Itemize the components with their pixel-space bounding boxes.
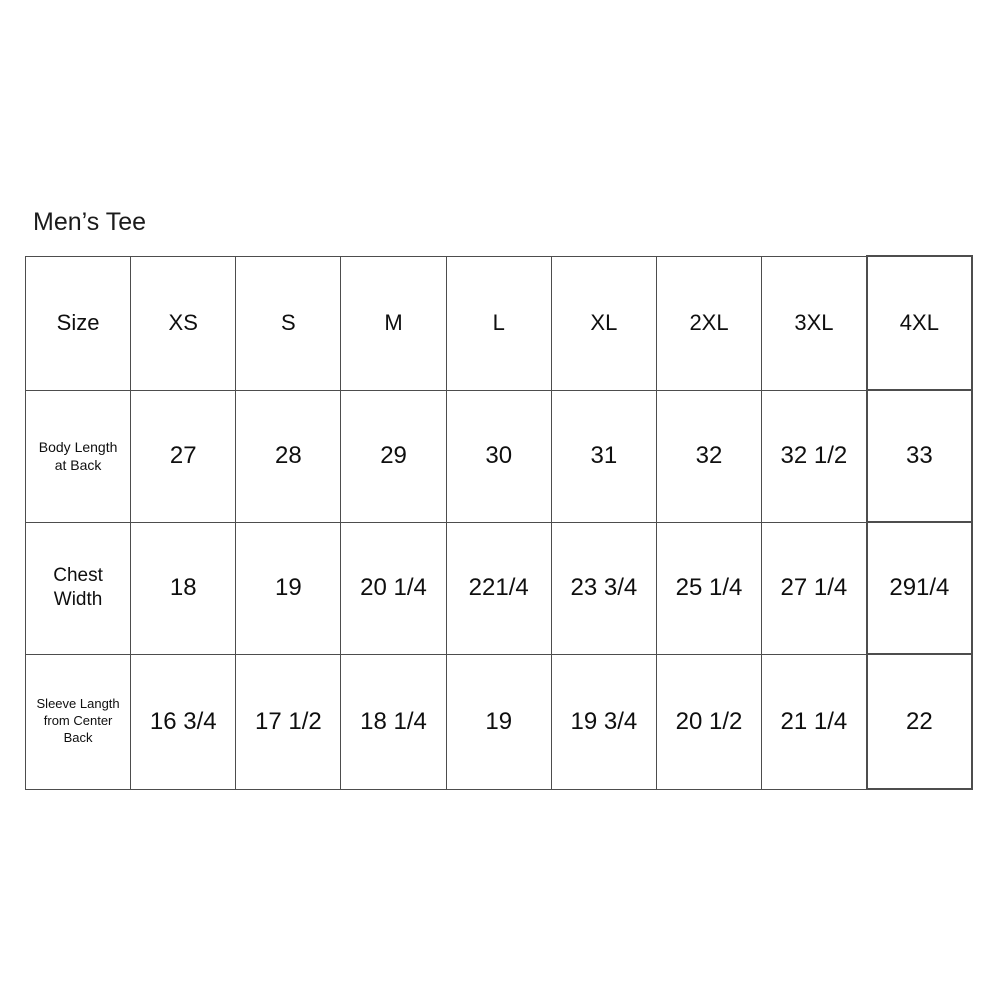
cell-body-length-m: 29 xyxy=(340,389,447,523)
cell-sleeve-length-xs: 16 3/4 xyxy=(130,653,237,790)
cell-body-length-l: 30 xyxy=(445,389,552,523)
header-cell-m: M xyxy=(340,255,447,391)
header-cell-size: Size xyxy=(24,255,132,391)
table-header-row: Size XS S M L XL 2XL 3XL 4XL xyxy=(24,255,974,391)
cell-sleeve-length-m: 18 1/4 xyxy=(340,653,447,790)
header-cell-2xl: 2XL xyxy=(655,255,763,391)
row-label-body-length: Body Length at Back xyxy=(24,389,132,523)
cell-chest-width-l: 221/4 xyxy=(445,521,552,655)
header-cell-4xl: 4XL xyxy=(865,255,974,391)
header-cell-s: S xyxy=(235,255,342,391)
size-chart-table: Size XS S M L XL 2XL 3XL 4XL Body Length… xyxy=(24,255,974,790)
cell-chest-width-4xl: 291/4 xyxy=(865,521,974,655)
table-row-sleeve-length: Sleeve Langth from Center Back 16 3/4 17… xyxy=(24,653,974,790)
cell-body-length-2xl: 32 xyxy=(655,389,763,523)
cell-sleeve-length-4xl: 22 xyxy=(865,653,974,790)
cell-sleeve-length-xl: 19 3/4 xyxy=(550,653,657,790)
cell-body-length-s: 28 xyxy=(235,389,342,523)
cell-body-length-4xl: 33 xyxy=(865,389,974,523)
table-row-body-length: Body Length at Back 27 28 29 30 31 32 32… xyxy=(24,389,974,523)
header-cell-xl: XL xyxy=(550,255,657,391)
cell-chest-width-xs: 18 xyxy=(130,521,237,655)
cell-sleeve-length-s: 17 1/2 xyxy=(235,653,342,790)
cell-sleeve-length-2xl: 20 1/2 xyxy=(655,653,763,790)
header-cell-l: L xyxy=(445,255,552,391)
page-title: Men’s Tee xyxy=(33,208,147,236)
cell-sleeve-length-l: 19 xyxy=(445,653,552,790)
cell-body-length-xl: 31 xyxy=(550,389,657,523)
table-row-chest-width: Chest Width 18 19 20 1/4 221/4 23 3/4 25… xyxy=(24,521,974,655)
cell-chest-width-3xl: 27 1/4 xyxy=(761,521,868,655)
header-cell-xs: XS xyxy=(130,255,237,391)
cell-body-length-xs: 27 xyxy=(130,389,237,523)
cell-chest-width-xl: 23 3/4 xyxy=(550,521,657,655)
row-label-chest-width: Chest Width xyxy=(24,521,132,655)
row-label-sleeve-length: Sleeve Langth from Center Back xyxy=(24,653,132,790)
cell-chest-width-s: 19 xyxy=(235,521,342,655)
cell-chest-width-2xl: 25 1/4 xyxy=(655,521,763,655)
header-cell-3xl: 3XL xyxy=(761,255,868,391)
cell-chest-width-m: 20 1/4 xyxy=(340,521,447,655)
cell-sleeve-length-3xl: 21 1/4 xyxy=(761,653,868,790)
cell-body-length-3xl: 32 1/2 xyxy=(761,389,868,523)
